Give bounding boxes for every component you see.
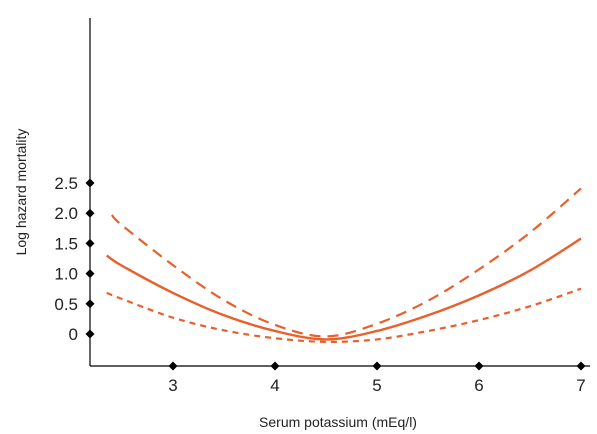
y-tick-marker: [85, 329, 95, 339]
x-tick-label: 7: [576, 376, 585, 395]
x-tick-label: 3: [168, 376, 177, 395]
x-tick-marker: [270, 361, 280, 371]
y-tick-marker: [85, 299, 95, 309]
y-tick-label: 0.5: [54, 295, 78, 314]
y-tick-label: 0: [69, 325, 78, 344]
y-tick-label: 1.0: [54, 265, 78, 284]
y-tick-label: 2.5: [54, 174, 78, 193]
x-tick-marker: [576, 361, 586, 371]
y-tick-marker: [85, 178, 95, 188]
x-tick-marker: [474, 361, 484, 371]
x-tick-label: 4: [270, 376, 279, 395]
tick-layer: 0 0.5 1.0 1.5 2.0 2.5 3 4 5 6 7: [54, 174, 585, 395]
y-tick-label: 2.0: [54, 204, 78, 223]
x-tick-label: 6: [474, 376, 483, 395]
y-tick-label: 1.5: [54, 234, 78, 253]
x-tick-marker: [168, 361, 178, 371]
series-line-dotted: [106, 287, 582, 343]
x-tick-label: 5: [372, 376, 381, 395]
series-line-dashed: [110, 187, 582, 338]
series-line-solid: [106, 237, 582, 341]
y-tick-marker: [85, 269, 95, 279]
x-tick-marker: [372, 361, 382, 371]
x-axis-title: Serum potassium (mEq/l): [259, 414, 417, 430]
series-layer: [106, 187, 582, 343]
y-tick-marker: [85, 238, 95, 248]
y-tick-marker: [85, 208, 95, 218]
y-axis-title: Log hazard mortality: [13, 129, 29, 256]
